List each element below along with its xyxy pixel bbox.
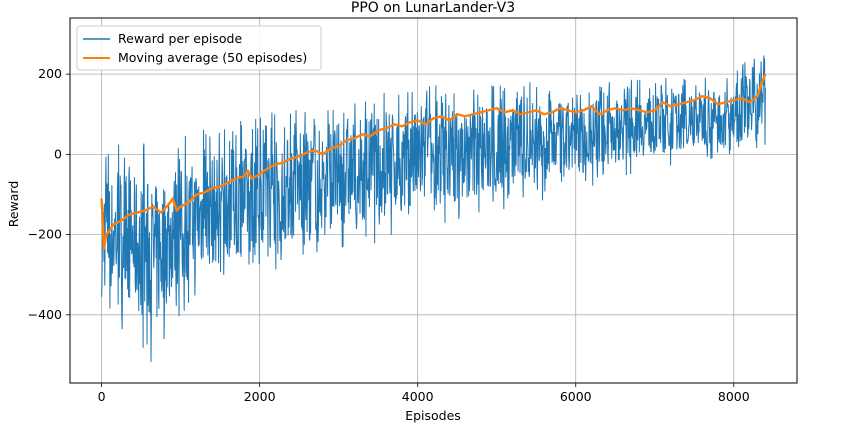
- legend-label-reward: Reward per episode: [118, 31, 242, 46]
- y-tick-label: 200: [38, 66, 62, 81]
- y-tick-label: 0: [54, 146, 62, 161]
- gridlines: [70, 18, 797, 383]
- legend: Reward per episode Moving average (50 ep…: [76, 25, 322, 71]
- x-tick-label: 0: [98, 389, 106, 404]
- x-tick-label: 8000: [718, 389, 750, 404]
- series-moving-average: [100, 73, 767, 250]
- x-tick-label: 4000: [402, 389, 434, 404]
- moving-average-line: [100, 73, 767, 250]
- plot-frame: [69, 17, 798, 384]
- chart-title: PPO on LunarLander-V3: [351, 0, 515, 16]
- legend-label-moving-average: Moving average (50 episodes): [118, 50, 307, 65]
- x-tick-label: 2000: [244, 389, 276, 404]
- legend-box: [76, 25, 322, 71]
- x-axis-label: Episodes: [405, 408, 461, 423]
- y-tick-label: −200: [28, 227, 62, 242]
- y-tick-label: −400: [28, 307, 62, 322]
- x-tick-label: 6000: [560, 389, 592, 404]
- y-axis-label: Reward: [6, 181, 21, 228]
- y-axis-ticks: −400 −200 0 200: [28, 66, 70, 322]
- x-axis-ticks: 0 2000 4000 6000 8000: [98, 383, 750, 404]
- series-reward-per-episode: [101, 55, 766, 363]
- reward-per-episode-line: [101, 55, 766, 363]
